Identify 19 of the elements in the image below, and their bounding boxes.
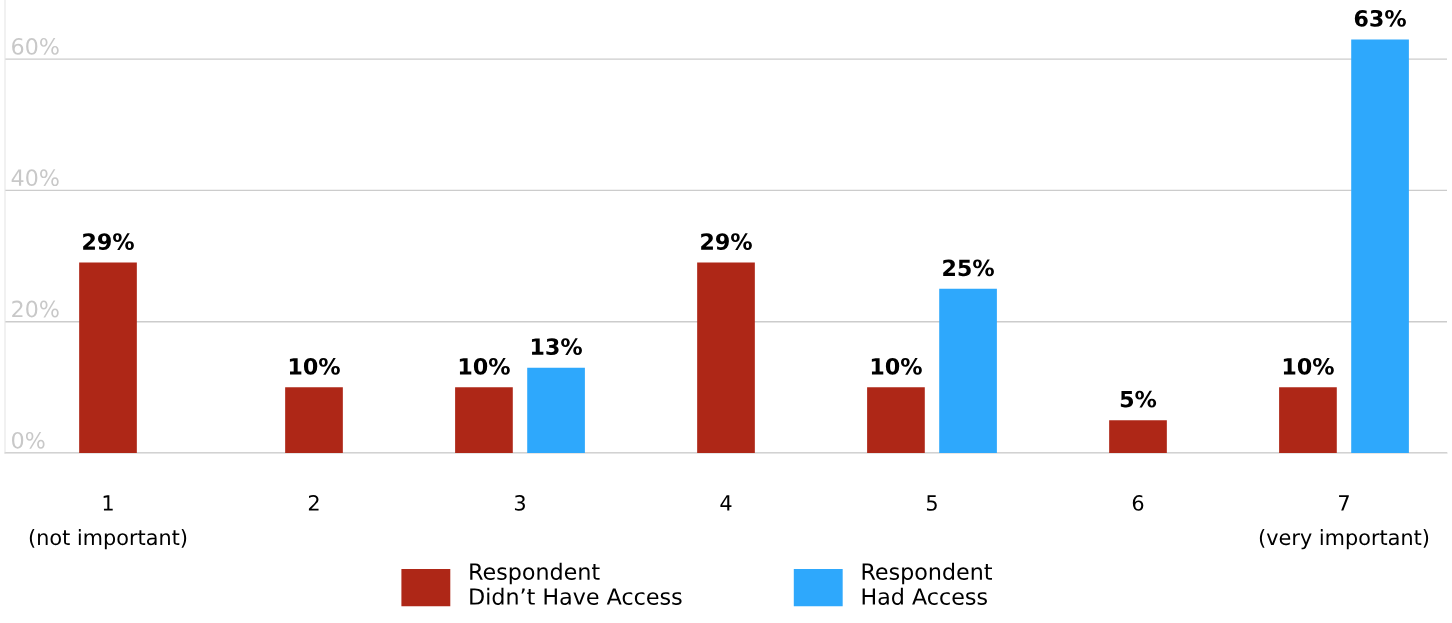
- x-tick-label: 1 (not important): [29, 495, 187, 550]
- data-label: 10%: [1283, 357, 1334, 375]
- x-tick-label: 5: [926, 495, 937, 511]
- x-tick-label: 6: [1132, 495, 1144, 511]
- data-label: 25%: [943, 259, 994, 277]
- data-label: 10%: [459, 357, 510, 375]
- x-tick-label: 3: [514, 495, 525, 511]
- data-label: 29%: [701, 233, 752, 250]
- legend-label: Respondent Didn’t Have Access: [470, 562, 682, 605]
- legend-label: Respondent Had Access: [862, 562, 992, 605]
- data-label: 29%: [83, 233, 134, 250]
- data-label: 10%: [871, 357, 922, 375]
- x-tick-label: 2: [308, 495, 319, 511]
- x-tick-label: 7 (very important): [1259, 495, 1429, 550]
- data-label: 63%: [1354, 9, 1406, 27]
- data-label: 13%: [531, 338, 582, 356]
- data-label: 10%: [289, 357, 340, 375]
- data-label: 5%: [1120, 390, 1157, 408]
- x-tick-label: 4: [720, 495, 732, 511]
